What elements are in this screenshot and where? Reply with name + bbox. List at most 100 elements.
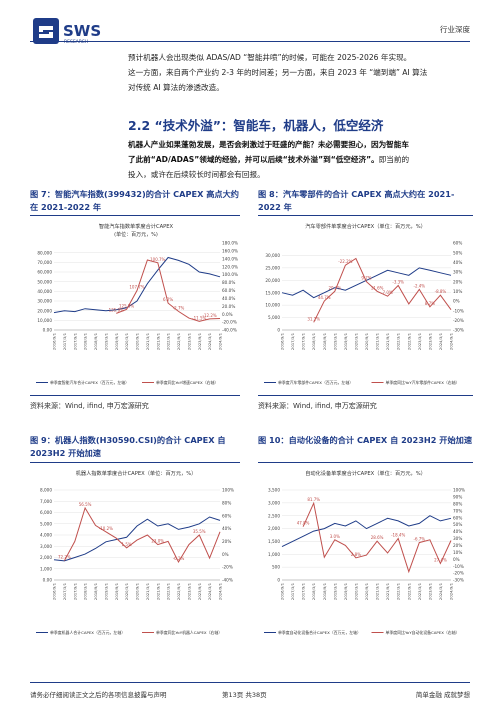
section-line-2-bold: 了此前“AD/ADAS”领域的经验，并可以后续“技术外溢”到“低空经济”。 <box>128 155 379 164</box>
x-tick-label: 2017/3/1 <box>62 582 67 600</box>
x-tick-label: 2021/3/1 <box>145 332 150 350</box>
y-tick-right: 30% <box>453 536 462 541</box>
y-tick-left: 20,000 <box>37 308 52 313</box>
y-tick-left: 15,000 <box>265 290 280 295</box>
intro-line-2: 这一方面，来自两个产业约 2-3 年的时间差；另一方面，来自 2023 年 “端… <box>128 68 428 77</box>
y-tick-left: 25,000 <box>265 265 280 270</box>
series-line-0 <box>53 516 221 562</box>
x-tick-label: 2016/9/1 <box>52 332 57 350</box>
x-tick-label: 2020/9/1 <box>135 332 140 350</box>
x-tick-label: 2020/9/1 <box>135 582 140 600</box>
x-tick-label: 2018/3/1 <box>311 582 316 600</box>
x-tick-label: 2023/3/1 <box>417 332 422 350</box>
fig7-chart: 智能汽车指数单季度合计CAPEX(单位：百万元，%) 0.00 10,000 20,0… <box>36 222 238 385</box>
x-tick-label: 2023/9/1 <box>197 582 202 600</box>
y-tick-right: 0% <box>453 557 460 562</box>
x-tick-label: 2018/3/1 <box>83 582 88 600</box>
intro-paragraph: 预计机器人会出现类似 ADAS/AD “智能井喷”的时候，可能在 2025-20… <box>128 50 473 95</box>
fig10-chart: 自动化设备单季度合计CAPEX（单位：百万元，%） 0 500 1,000 1,500 2… <box>264 469 465 635</box>
data-label: 8.7% <box>425 301 435 306</box>
chart-title: 自动化设备单季度合计CAPEX（单位：百万元，%） <box>305 469 426 477</box>
legend-label: 单季度智能汽车合计CAPEX（百万元，左轴） <box>50 380 129 385</box>
y-tick-left: 6,000 <box>40 510 52 515</box>
y-tick-right: 180.0% <box>222 241 238 246</box>
x-tick-label: 2020/3/1 <box>353 582 358 600</box>
series-line-1 <box>302 501 452 574</box>
fig8-bottom-rule <box>258 395 473 396</box>
y-tick-right: -20% <box>222 565 233 570</box>
y-tick-right: -10% <box>453 564 464 569</box>
x-tick-label: 2024/9/1 <box>218 332 223 350</box>
x-tick-label: 2018/3/1 <box>83 332 88 350</box>
y-tick-right: 140.0% <box>222 256 238 261</box>
data-label: -2.7% <box>173 305 185 310</box>
x-tick-label: 2024/9/1 <box>218 582 223 600</box>
x-tick-label: 2020/9/1 <box>364 332 369 350</box>
y-tick-right: 0.0% <box>222 312 233 317</box>
x-tick-label: 2021/9/1 <box>155 582 160 600</box>
data-label: 125.8% <box>119 303 134 308</box>
data-label: 27.4% <box>434 557 447 562</box>
x-tick-label: 2019/9/1 <box>114 582 119 600</box>
y-tick-right: 100% <box>222 488 234 493</box>
intro-line-3: 对传统 AI 算法的渗透改造。 <box>128 83 224 92</box>
series-line-0 <box>53 256 221 314</box>
x-tick-label: 2022/3/1 <box>396 332 401 350</box>
y-tick-right: 40% <box>222 526 231 531</box>
y-tick-right: -20.0% <box>222 320 237 325</box>
footer-page-number: 第13页 共38页 <box>222 691 267 699</box>
fig9-rule <box>30 462 240 463</box>
x-tick-label: 2022/3/1 <box>166 332 171 350</box>
y-tick-left: 0.00 <box>43 328 53 333</box>
y-tick-right: 0% <box>222 552 229 557</box>
x-tick-label: 2024/9/1 <box>449 582 454 600</box>
x-tick-label: 2016/9/1 <box>52 582 57 600</box>
y-tick-left: 70,000 <box>37 260 52 265</box>
x-tick-label: 2022/9/1 <box>176 332 181 350</box>
y-tick-left: 3,000 <box>268 500 280 505</box>
x-tick-label: 2017/3/1 <box>290 582 295 600</box>
data-label: -2.4% <box>414 283 426 288</box>
x-tick-label: 2024/3/1 <box>207 332 212 350</box>
y-tick-left: 10,000 <box>37 318 52 323</box>
data-label: 35.5% <box>193 529 206 534</box>
y-tick-left: 1,000 <box>268 552 280 557</box>
y-tick-left: 3,000 <box>40 544 52 549</box>
y-tick-right: 30% <box>453 270 462 275</box>
fig8-rule <box>258 215 473 216</box>
legend-label: 单季度自动化设备合计CAPEX（百万元，左轴） <box>278 630 361 635</box>
y-tick-right: 10% <box>453 289 462 294</box>
logo-sub: RESEARCH <box>64 39 88 45</box>
y-tick-left: 0 <box>277 578 280 583</box>
x-tick-label: 2020/3/1 <box>353 332 358 350</box>
series-line-0 <box>281 267 452 299</box>
y-tick-left: 0 <box>277 328 280 333</box>
x-tick-label: 2021/3/1 <box>375 582 380 600</box>
fig10-rule <box>258 462 473 463</box>
y-tick-right: -30% <box>453 578 464 583</box>
x-tick-label: 2023/9/1 <box>427 332 432 350</box>
fig9-title: 图 9：机器人指数(H30590.CSI)的合计 CAPEX 自 2023H2 … <box>30 435 226 458</box>
y-tick-left: 2,000 <box>268 526 280 531</box>
y-tick-left: 10,000 <box>265 303 280 308</box>
y-tick-left: 50,000 <box>37 279 52 284</box>
y-tick-left: 500 <box>272 565 280 570</box>
section-line-2-rest: 即当前的 <box>378 155 410 164</box>
x-tick-label: 2023/3/1 <box>417 582 422 600</box>
x-tick-label: 2024/9/1 <box>449 332 454 350</box>
x-tick-label: 2019/9/1 <box>343 582 348 600</box>
y-tick-right: 40% <box>453 529 462 534</box>
x-tick-label: 2021/9/1 <box>385 582 390 600</box>
y-tick-right: 20% <box>453 543 462 548</box>
y-tick-left: 20,000 <box>265 278 280 283</box>
y-tick-left: 4,000 <box>40 533 52 538</box>
y-tick-right: 50% <box>453 522 462 527</box>
y-tick-right: 10% <box>453 550 462 555</box>
data-label: 100.7% <box>150 257 165 262</box>
x-tick-label: 2018/9/1 <box>93 582 98 600</box>
x-tick-label: 2022/9/1 <box>176 582 181 600</box>
y-tick-left: 7,000 <box>40 499 52 504</box>
y-tick-right: 70% <box>453 508 462 513</box>
x-tick-label: 2021/3/1 <box>375 332 380 350</box>
footer-disclaimer: 请务必仔细阅读正文之后的各项信息披露与声明 <box>30 691 167 699</box>
